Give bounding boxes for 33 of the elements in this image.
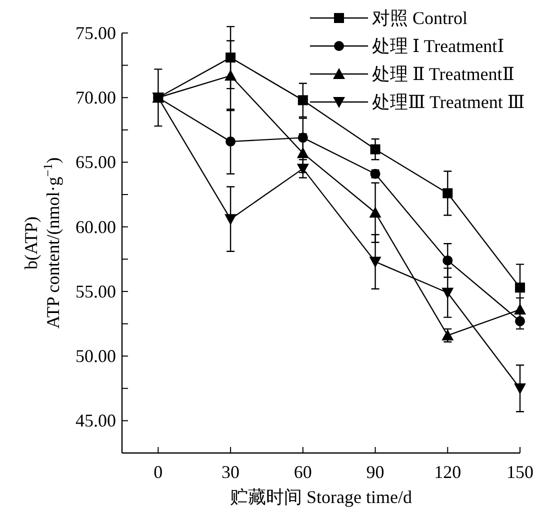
legend-label: 处理 Ⅰ TreatmentⅠ: [372, 36, 504, 56]
point: [226, 52, 236, 63]
point: [514, 383, 526, 394]
y-tick-label: 55.00: [76, 281, 116, 302]
y-tick-label: 60.00: [76, 216, 116, 237]
point: [442, 188, 453, 198]
point: [370, 144, 380, 154]
legend-label: 处理 Ⅱ TreatmentⅡ: [372, 64, 514, 84]
x-tick-label: 0: [154, 462, 163, 482]
point: [442, 288, 454, 299]
y-tick-label: 50.00: [76, 346, 116, 366]
x-tick-label: 150: [506, 462, 534, 482]
x-tick-label: 30: [222, 462, 240, 482]
point: [298, 95, 308, 106]
y-tick-label: 70.00: [76, 88, 116, 108]
point: [298, 132, 308, 143]
point: [224, 214, 237, 226]
point: [369, 256, 382, 268]
y-tick-label: 45.00: [76, 410, 116, 431]
point: [153, 92, 164, 103]
legend-label: 处理Ⅲ Treatment Ⅲ: [372, 92, 525, 112]
x-tick-label: 60: [294, 462, 312, 482]
x-axis-title: 贮藏时间 Storage time/d: [230, 487, 412, 507]
point: [515, 282, 525, 293]
x-tick-label: 90: [366, 462, 384, 482]
x-tick-label: 120: [434, 462, 462, 482]
point: [515, 316, 525, 326]
y-tick-label: 75.00: [76, 23, 116, 43]
point: [369, 206, 382, 218]
legend-label: 对照 Control: [372, 8, 468, 28]
y-tick-label: 65.00: [76, 152, 116, 172]
point: [226, 136, 236, 147]
point: [442, 255, 453, 266]
